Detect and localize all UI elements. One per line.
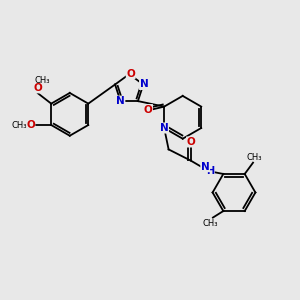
Text: N: N [160, 123, 169, 133]
Text: CH₃: CH₃ [247, 153, 262, 162]
Text: O: O [144, 105, 152, 115]
Text: CH₃: CH₃ [12, 121, 27, 130]
Text: CH₃: CH₃ [34, 76, 50, 85]
Text: O: O [34, 83, 42, 93]
Text: N: N [140, 80, 148, 89]
Text: O: O [26, 120, 35, 130]
Text: N: N [116, 96, 125, 106]
Text: O: O [187, 137, 195, 147]
Text: O: O [126, 69, 135, 79]
Text: H: H [206, 166, 214, 176]
Text: CH₃: CH₃ [202, 219, 218, 228]
Text: N: N [201, 162, 210, 172]
